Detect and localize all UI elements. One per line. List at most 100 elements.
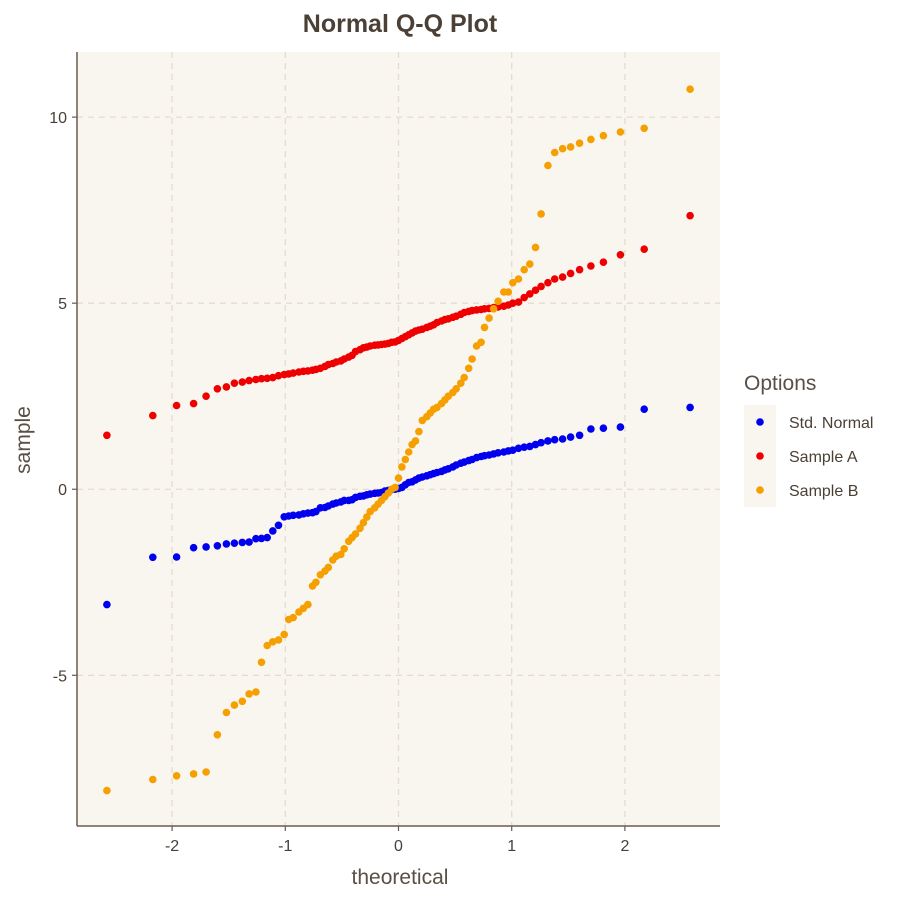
data-point [520, 293, 528, 302]
data-point [404, 448, 413, 456]
data-point [537, 438, 545, 447]
data-point [509, 446, 517, 455]
data-point [514, 275, 523, 283]
data-point [489, 305, 498, 313]
data-points [103, 85, 694, 795]
data-point [363, 513, 371, 521]
data-point [245, 376, 253, 385]
y-axis-title: sample [12, 406, 35, 474]
data-point [575, 265, 584, 274]
data-point [494, 297, 502, 306]
data-point [238, 697, 247, 706]
data-point [526, 260, 534, 268]
legend: Options Std. Normal Sample A Sample B [744, 372, 873, 507]
data-point [213, 385, 222, 393]
data-point [575, 431, 584, 440]
data-point [149, 411, 157, 420]
y-tick-label: -5 [53, 668, 67, 685]
legend-marker [756, 418, 764, 426]
legend-label: Sample A [789, 449, 858, 466]
legend-label: Std. Normal [789, 415, 873, 432]
x-tick-label: 0 [394, 838, 403, 855]
data-point [289, 511, 298, 520]
tick-labels: -2 -1 0 1 2 -5 0 5 10 [49, 110, 629, 855]
legend-label: Sample B [789, 483, 858, 500]
data-point [520, 443, 528, 452]
data-point [257, 534, 266, 543]
data-point [599, 131, 608, 140]
data-point [274, 371, 283, 380]
data-point [103, 431, 111, 440]
data-point [566, 269, 575, 278]
data-point [269, 527, 277, 535]
data-point [485, 314, 493, 322]
legend-item: Std. Normal [744, 405, 873, 439]
data-point [509, 299, 517, 308]
data-point [189, 770, 198, 778]
x-axis-title: theoretical [352, 866, 449, 889]
data-point [257, 658, 266, 667]
data-point [686, 85, 694, 93]
data-point [616, 128, 625, 136]
data-point [599, 258, 608, 267]
data-point [202, 543, 210, 551]
data-point [222, 708, 231, 717]
data-point [544, 161, 552, 170]
data-point [356, 524, 364, 533]
data-point [558, 144, 567, 153]
data-point [550, 275, 559, 283]
data-point [468, 355, 476, 363]
data-point [558, 435, 567, 443]
data-point [587, 135, 595, 144]
data-point [480, 323, 489, 332]
y-tick-label: 5 [58, 296, 67, 313]
data-point [504, 288, 513, 296]
data-point [222, 383, 231, 391]
legend-item: Sample A [744, 439, 858, 473]
data-point [149, 553, 157, 562]
data-point [230, 379, 239, 388]
data-point [280, 630, 289, 639]
data-point [531, 243, 540, 252]
data-point [526, 442, 534, 451]
data-point [274, 636, 283, 644]
data-point [686, 403, 694, 412]
data-point [189, 399, 198, 408]
data-point [202, 768, 210, 776]
data-point [202, 392, 210, 401]
data-point [550, 435, 559, 444]
data-point [514, 444, 523, 453]
data-point [531, 286, 540, 295]
data-point [520, 265, 528, 274]
data-point [460, 373, 469, 382]
data-point [263, 374, 272, 383]
data-point [415, 427, 423, 436]
data-point [587, 425, 595, 433]
data-point [616, 423, 625, 431]
data-point [337, 550, 345, 559]
data-point [457, 379, 465, 388]
data-point [616, 251, 625, 259]
data-point [514, 298, 523, 306]
data-point [172, 553, 181, 561]
data-point [245, 538, 253, 546]
data-point [587, 262, 595, 270]
legend-marker [756, 452, 764, 460]
legend-marker [756, 486, 764, 494]
data-point [686, 211, 694, 220]
data-point [230, 701, 239, 709]
x-tick-label: 2 [620, 838, 629, 855]
data-point [263, 533, 272, 542]
data-point [172, 772, 181, 780]
data-point [398, 463, 406, 471]
data-point [477, 338, 485, 347]
data-point [359, 518, 368, 527]
chart-title: Normal Q-Q Plot [303, 10, 498, 38]
data-point [103, 786, 111, 795]
data-point [263, 641, 272, 650]
data-point [304, 600, 312, 609]
data-point [351, 530, 360, 538]
data-point [252, 534, 260, 543]
data-point [494, 449, 502, 457]
